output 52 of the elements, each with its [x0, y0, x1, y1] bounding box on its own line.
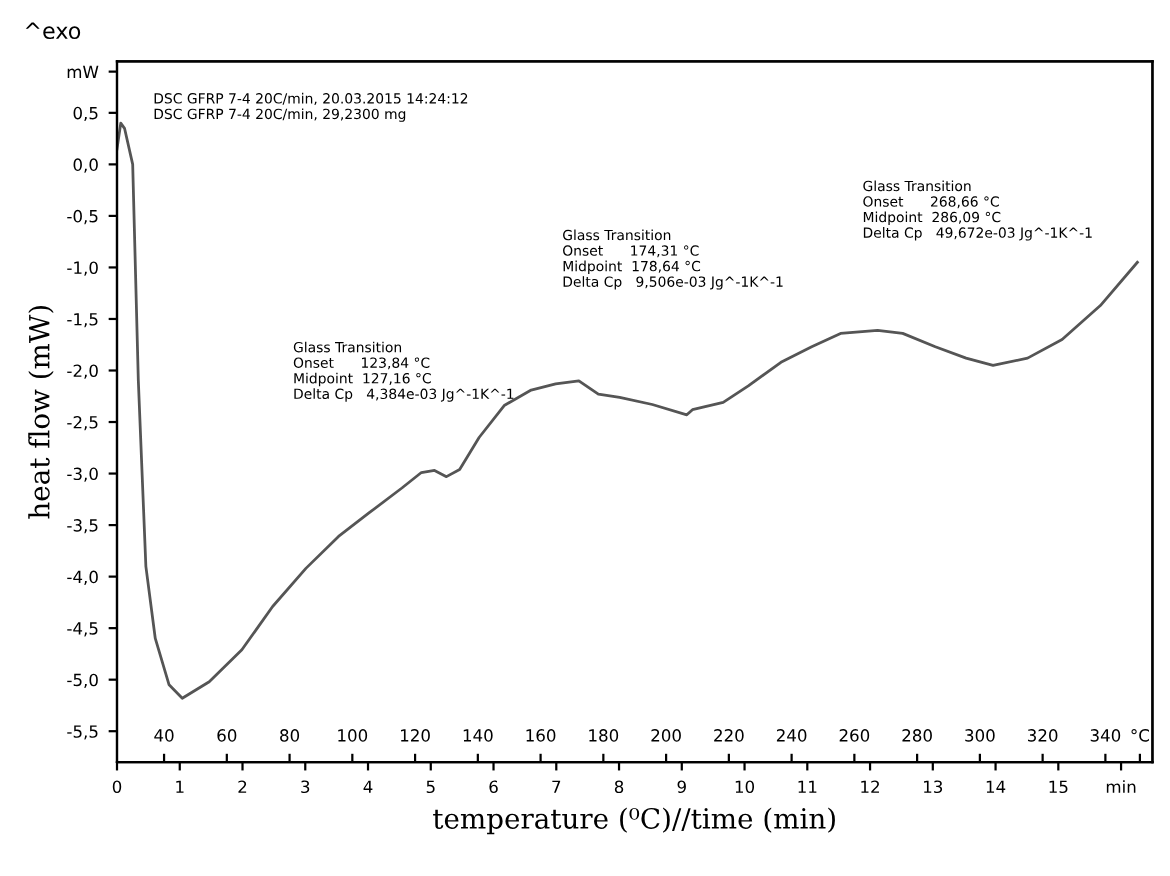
x2-tick-label: 140 — [463, 729, 493, 742]
x-tick-label: 2 — [238, 780, 247, 793]
y-tick-label: -1,0 — [67, 261, 98, 276]
x2-tick-label: 320 — [1027, 729, 1058, 742]
x-axis-title: temperature (⁰C)//time (min) — [433, 807, 835, 835]
y-tick-label: -1,5 — [67, 313, 98, 328]
x-tick-label: 10 — [735, 780, 755, 794]
y-tick-label: -2,0 — [67, 364, 98, 379]
x-tick-label: min — [1106, 780, 1136, 793]
x-tick-label: 13 — [924, 780, 943, 794]
x2-tick-label: 280 — [902, 729, 932, 742]
y-tick-label: mW — [67, 65, 99, 78]
y-tick-label: -5,0 — [67, 673, 98, 688]
x2-tick-label: 260 — [839, 729, 870, 742]
x-tick-label: 14 — [986, 780, 1006, 793]
x-tick-label: 3 — [301, 780, 310, 794]
y-axis-title: heat flow (mW) — [28, 305, 54, 519]
text: ^exo — [25, 22, 81, 40]
y-tick-label: -3,5 — [67, 519, 98, 534]
x2-tick-label: 80 — [280, 729, 300, 742]
y-tick-label: -4,0 — [67, 570, 98, 585]
line-series — [117, 121, 1139, 700]
y-tick-label: 0,0 — [73, 158, 98, 173]
x-tick-label: 7 — [552, 780, 561, 793]
y-tick-label: -4,5 — [67, 622, 98, 637]
y-tick-label: 0,5 — [73, 106, 98, 122]
x2-tick-label: 180 — [589, 729, 619, 742]
x-tick-label: 6 — [489, 780, 498, 794]
y-tick-label: -5,5 — [67, 725, 98, 740]
x2-tick-label: 60 — [217, 729, 237, 742]
x-tick-label: 4 — [363, 780, 373, 793]
y-tick-label: -3,0 — [67, 467, 98, 482]
x-tick-label: 11 — [798, 780, 817, 793]
x2-tick-label: °C — [1131, 729, 1149, 742]
x2-tick-label: 240 — [776, 729, 807, 742]
x2-tick-label: 220 — [714, 729, 744, 742]
x-tick-label: 1 — [176, 780, 184, 793]
x2-tick-label: 200 — [651, 729, 681, 742]
x2-tick-label: 340 — [1090, 729, 1121, 742]
x-tick-label: 8 — [614, 780, 624, 794]
x-tick-label: 12 — [861, 780, 879, 793]
x2-tick-label: 100 — [338, 729, 368, 742]
x-tick-label: 5 — [426, 780, 435, 794]
x2-tick-label: 120 — [401, 729, 430, 742]
x-tick-label: 9 — [677, 780, 686, 794]
x2-tick-label: 300 — [965, 729, 995, 742]
y-tick-label: -0,5 — [67, 209, 98, 225]
x2-tick-label: 40 — [154, 729, 174, 742]
x-tick-label: 15 — [1049, 780, 1068, 794]
x2-tick-label: 160 — [526, 729, 556, 742]
x-tick-label: 0 — [112, 780, 122, 794]
y-tick-label: -2,5 — [67, 415, 98, 431]
